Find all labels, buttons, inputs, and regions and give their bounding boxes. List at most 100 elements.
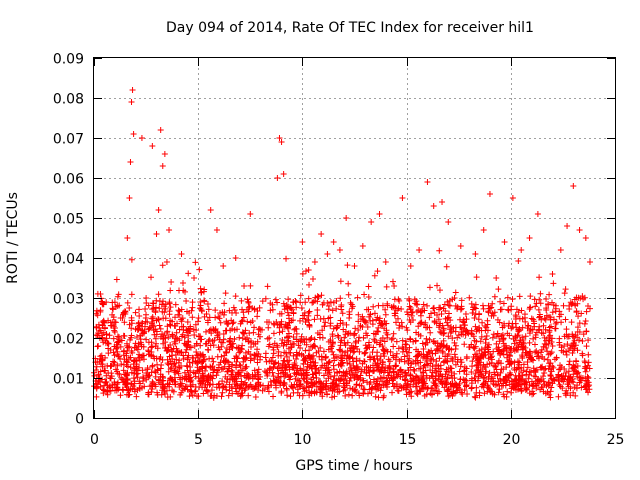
data-point: [374, 328, 381, 335]
data-point: [256, 333, 263, 340]
data-point: [555, 371, 562, 378]
data-point: [544, 356, 551, 363]
data-point: [308, 388, 315, 395]
data-point: [359, 360, 366, 367]
data-point: [115, 291, 122, 298]
data-point: [270, 330, 277, 337]
data-point: [317, 389, 324, 396]
data-point: [170, 345, 177, 352]
data-point: [388, 336, 395, 343]
data-point: [381, 318, 388, 325]
data-point: [553, 354, 560, 361]
data-point: [486, 360, 493, 367]
data-point: [186, 393, 193, 400]
data-point: [500, 335, 507, 342]
data-point: [121, 356, 128, 363]
data-point: [376, 317, 383, 324]
data-point: [585, 374, 592, 381]
data-point: [157, 127, 164, 133]
data-point: [93, 332, 100, 339]
data-point: [329, 387, 336, 394]
data-point: [409, 375, 416, 382]
data-point: [264, 372, 271, 379]
data-point: [157, 333, 164, 340]
data-point: [157, 325, 164, 332]
data-point: [215, 313, 222, 320]
data-point: [561, 290, 568, 297]
data-point: [380, 350, 387, 357]
data-point: [297, 338, 304, 345]
data-point: [509, 378, 516, 385]
data-point: [571, 367, 578, 374]
data-point: [436, 287, 443, 294]
data-point: [497, 369, 504, 376]
data-point: [563, 351, 570, 358]
data-point: [153, 297, 160, 304]
data-point: [468, 377, 475, 384]
data-point: [530, 357, 537, 364]
data-point: [187, 364, 194, 371]
data-point: [379, 364, 386, 371]
data-point: [531, 373, 538, 380]
data-point: [143, 336, 150, 343]
data-point: [195, 318, 202, 325]
data-point: [297, 292, 304, 299]
data-point: [575, 337, 582, 344]
data-point: [117, 343, 124, 350]
data-point: [312, 370, 319, 377]
data-point: [109, 305, 116, 312]
data-point: [193, 340, 200, 347]
data-point: [585, 302, 592, 309]
data-point: [377, 341, 384, 348]
data-point: [242, 327, 249, 334]
data-point: [395, 345, 402, 352]
data-point: [264, 335, 271, 342]
data-point: [224, 321, 231, 328]
data-point: [574, 328, 581, 335]
data-point: [578, 310, 585, 317]
data-point: [443, 343, 450, 350]
data-point: [93, 384, 100, 391]
data-point: [242, 385, 249, 392]
data-point: [360, 390, 367, 397]
data-point: [473, 384, 480, 391]
data-point: [234, 390, 241, 397]
data-point: [107, 347, 114, 353]
data-point: [161, 303, 168, 310]
data-point: [362, 349, 369, 356]
data-point: [570, 183, 577, 189]
data-point: [532, 331, 539, 338]
data-point: [478, 333, 485, 340]
data-point: [225, 359, 232, 366]
data-point: [254, 313, 261, 320]
data-point: [254, 353, 261, 360]
data-point: [128, 332, 135, 339]
data-point: [320, 315, 327, 322]
data-point: [150, 323, 157, 330]
data-point: [457, 376, 464, 383]
data-point: [231, 307, 238, 314]
data-point: [113, 276, 120, 283]
data-point: [264, 283, 271, 290]
data-point: [568, 319, 575, 326]
data-point: [473, 351, 480, 358]
data-point: [399, 195, 406, 201]
data-point: [279, 362, 286, 369]
data-point: [342, 328, 349, 335]
data-point: [175, 370, 182, 377]
data-point: [516, 365, 523, 372]
data-point: [376, 320, 383, 327]
data-point: [376, 211, 383, 217]
data-point: [470, 353, 477, 360]
data-point: [155, 377, 162, 384]
data-point: [334, 369, 341, 376]
data-point: [515, 372, 522, 379]
data-point: [410, 338, 417, 345]
data-point: [110, 335, 117, 342]
data-point: [116, 371, 123, 378]
data-point: [516, 339, 523, 346]
data-point: [222, 327, 229, 334]
data-point: [486, 191, 493, 197]
data-point: [494, 371, 501, 378]
data-point: [559, 385, 566, 392]
